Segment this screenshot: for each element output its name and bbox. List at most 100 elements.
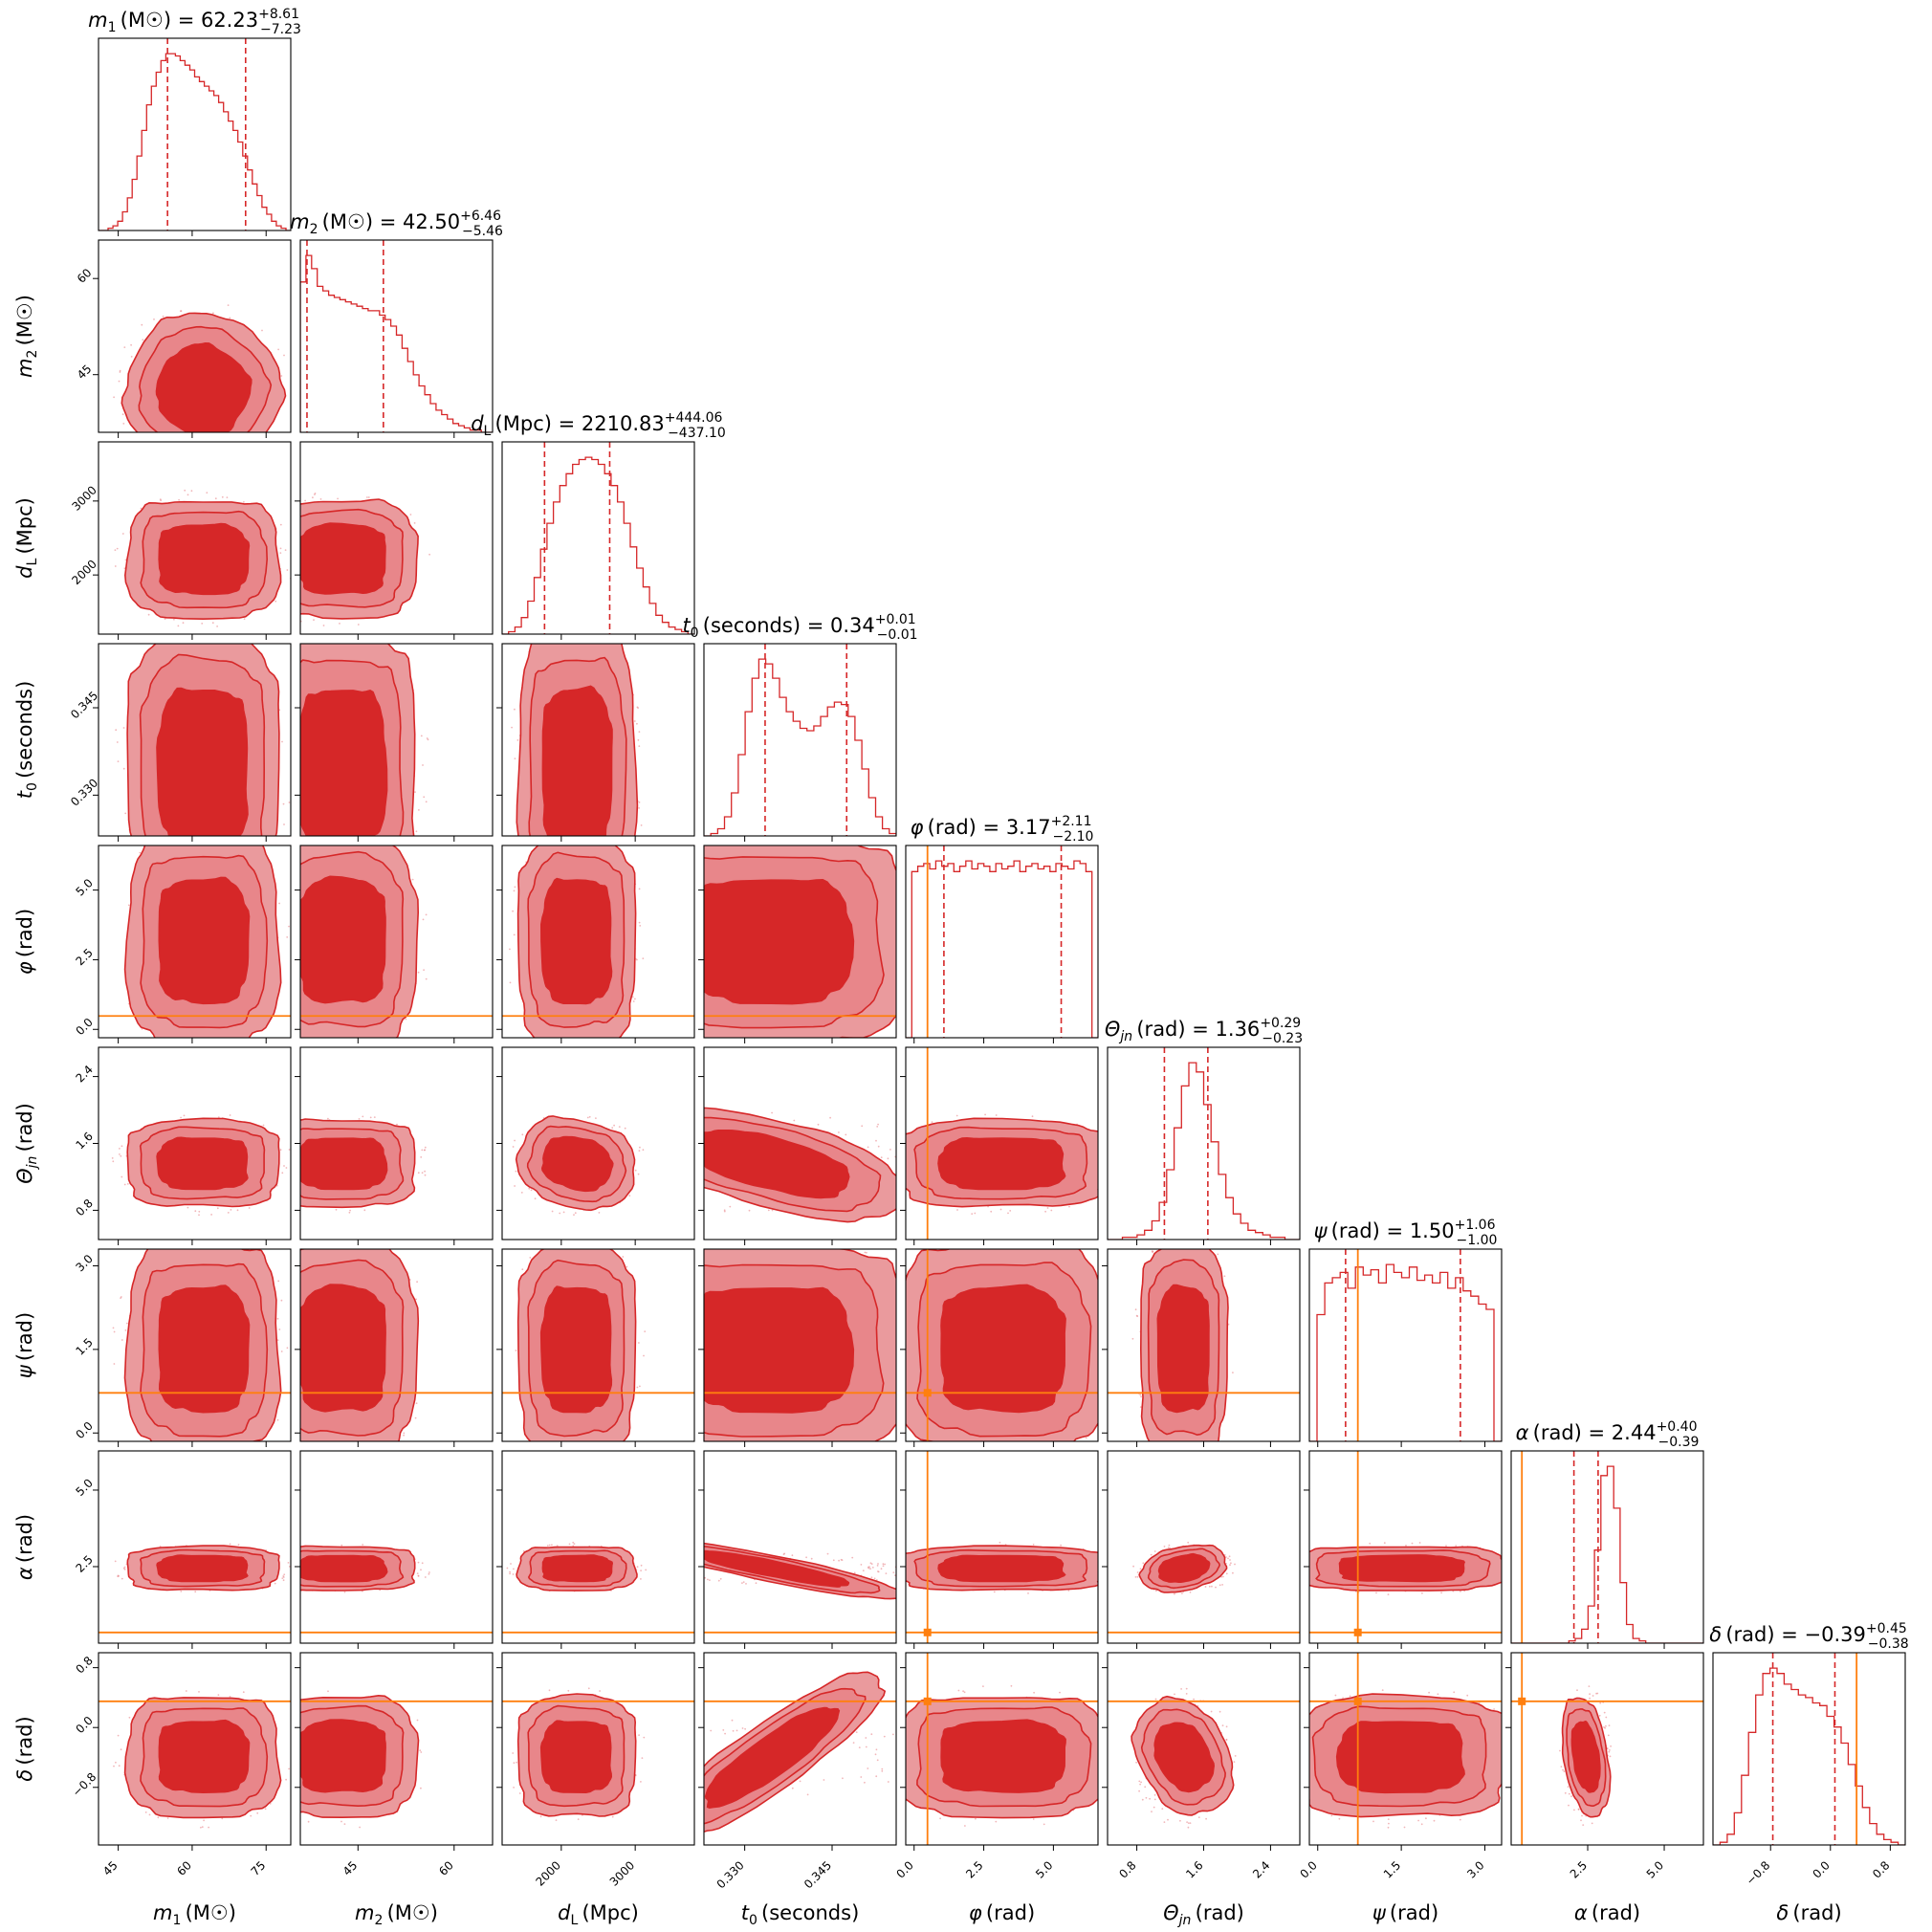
x-tick-label: 0.8 bbox=[1870, 1858, 1892, 1880]
sample-point bbox=[1383, 1542, 1386, 1545]
sample-point bbox=[190, 490, 193, 493]
hist-panel-delta: −0.8 0.0 0.8 bbox=[1712, 1652, 1906, 1888]
sample-point bbox=[369, 1116, 372, 1119]
sample-point bbox=[1233, 1761, 1236, 1763]
sample-point bbox=[791, 1787, 794, 1789]
truth-marker bbox=[923, 1628, 932, 1636]
sample-point bbox=[1167, 1818, 1169, 1821]
sample-point bbox=[1437, 1693, 1439, 1696]
sample-point bbox=[425, 913, 428, 916]
sample-point bbox=[806, 1793, 809, 1796]
sample-point bbox=[183, 1114, 186, 1117]
sample-point bbox=[1459, 1818, 1461, 1821]
truth-marker bbox=[923, 1697, 932, 1705]
y-tick-label: 0.0 bbox=[73, 1714, 95, 1736]
contour-level-3 bbox=[156, 1136, 249, 1191]
sample-point bbox=[1032, 1544, 1035, 1546]
sample-point bbox=[1453, 1691, 1456, 1694]
sample-point bbox=[559, 1212, 561, 1215]
sample-point bbox=[307, 1820, 310, 1823]
sample-point bbox=[637, 738, 640, 741]
sample-point bbox=[871, 1567, 874, 1569]
sample-point bbox=[512, 1146, 515, 1148]
x-axis-label-dL: dL (Mpc) bbox=[558, 1901, 639, 1928]
sample-point bbox=[1168, 1544, 1171, 1547]
y-tick-label: 5.0 bbox=[73, 876, 95, 898]
sample-point bbox=[206, 492, 209, 494]
sample-point bbox=[339, 623, 340, 625]
sample-point bbox=[177, 625, 180, 627]
sample-point bbox=[278, 1328, 281, 1330]
sample-point bbox=[791, 1554, 794, 1557]
sample-point bbox=[771, 1209, 774, 1212]
sample-point bbox=[855, 1731, 858, 1733]
panel-frame bbox=[1712, 1652, 1906, 1846]
sample-point bbox=[113, 1363, 116, 1365]
y-tick-label: 0.8 bbox=[73, 1654, 95, 1676]
sample-point bbox=[885, 1572, 888, 1574]
sample-point bbox=[1153, 1550, 1156, 1552]
sample-point bbox=[962, 1690, 964, 1693]
sample-point bbox=[1421, 1592, 1423, 1594]
sample-point bbox=[999, 1208, 1002, 1211]
sample-point bbox=[1218, 1584, 1221, 1587]
sample-point bbox=[127, 904, 130, 907]
sample-point bbox=[638, 731, 641, 733]
sample-point bbox=[1588, 1685, 1591, 1687]
sample-point bbox=[279, 547, 282, 550]
sample-point bbox=[639, 1385, 641, 1388]
sample-point bbox=[121, 1339, 123, 1341]
sample-point bbox=[229, 1114, 231, 1116]
sample-point bbox=[1135, 1761, 1137, 1764]
sample-point bbox=[931, 1121, 933, 1123]
sample-point bbox=[1139, 1394, 1142, 1396]
sample-point bbox=[548, 1689, 551, 1692]
sample-point bbox=[645, 1569, 648, 1571]
sample-point bbox=[288, 1149, 291, 1151]
sample-point bbox=[423, 969, 425, 971]
sample-point bbox=[1577, 1808, 1580, 1811]
sample-point bbox=[1046, 1207, 1049, 1209]
sample-point bbox=[1559, 1749, 1561, 1752]
sample-point bbox=[1560, 1766, 1563, 1767]
sample-point bbox=[280, 375, 283, 377]
sample-point bbox=[243, 618, 246, 620]
sample-point bbox=[638, 1734, 640, 1736]
sample-point bbox=[210, 1214, 213, 1216]
sample-point bbox=[278, 902, 280, 905]
sample-point bbox=[995, 1820, 998, 1823]
sample-point bbox=[771, 1111, 773, 1114]
sample-point bbox=[832, 1559, 835, 1562]
y-tick-label: 3000 bbox=[69, 483, 99, 513]
sample-point bbox=[861, 1125, 864, 1128]
sample-point bbox=[805, 1556, 807, 1559]
sample-point bbox=[875, 1139, 877, 1142]
sample-point bbox=[417, 1575, 420, 1577]
sample-point bbox=[632, 1000, 635, 1002]
sample-point bbox=[823, 1779, 825, 1781]
sample-point bbox=[1610, 1745, 1612, 1747]
title-m1: m1 (M☉) = 62.23+8.61 −7.23 bbox=[88, 7, 301, 37]
sample-point bbox=[187, 494, 189, 496]
sample-point bbox=[322, 625, 325, 626]
truth-marker bbox=[923, 1389, 932, 1397]
contour-level-3 bbox=[541, 1554, 614, 1583]
sample-point bbox=[424, 1170, 426, 1173]
sample-point bbox=[874, 1753, 877, 1756]
sample-point bbox=[573, 1214, 575, 1216]
sample-point bbox=[1139, 1783, 1141, 1786]
sample-point bbox=[1576, 1689, 1578, 1692]
sample-point bbox=[279, 552, 282, 554]
sample-point bbox=[208, 1826, 210, 1829]
sample-point bbox=[284, 549, 287, 551]
sample-point bbox=[877, 1570, 879, 1572]
sample-point bbox=[261, 329, 263, 332]
sample-point bbox=[1562, 1768, 1564, 1771]
panel-frame bbox=[1510, 1450, 1704, 1644]
sample-point bbox=[1589, 1693, 1591, 1696]
title-phi: φ (rad) = 3.17+2.11 −2.10 bbox=[911, 814, 1094, 845]
sample-point bbox=[405, 1018, 407, 1021]
sample-point bbox=[964, 1825, 966, 1827]
sample-point bbox=[262, 1124, 265, 1127]
contour-level-3 bbox=[156, 1554, 249, 1583]
